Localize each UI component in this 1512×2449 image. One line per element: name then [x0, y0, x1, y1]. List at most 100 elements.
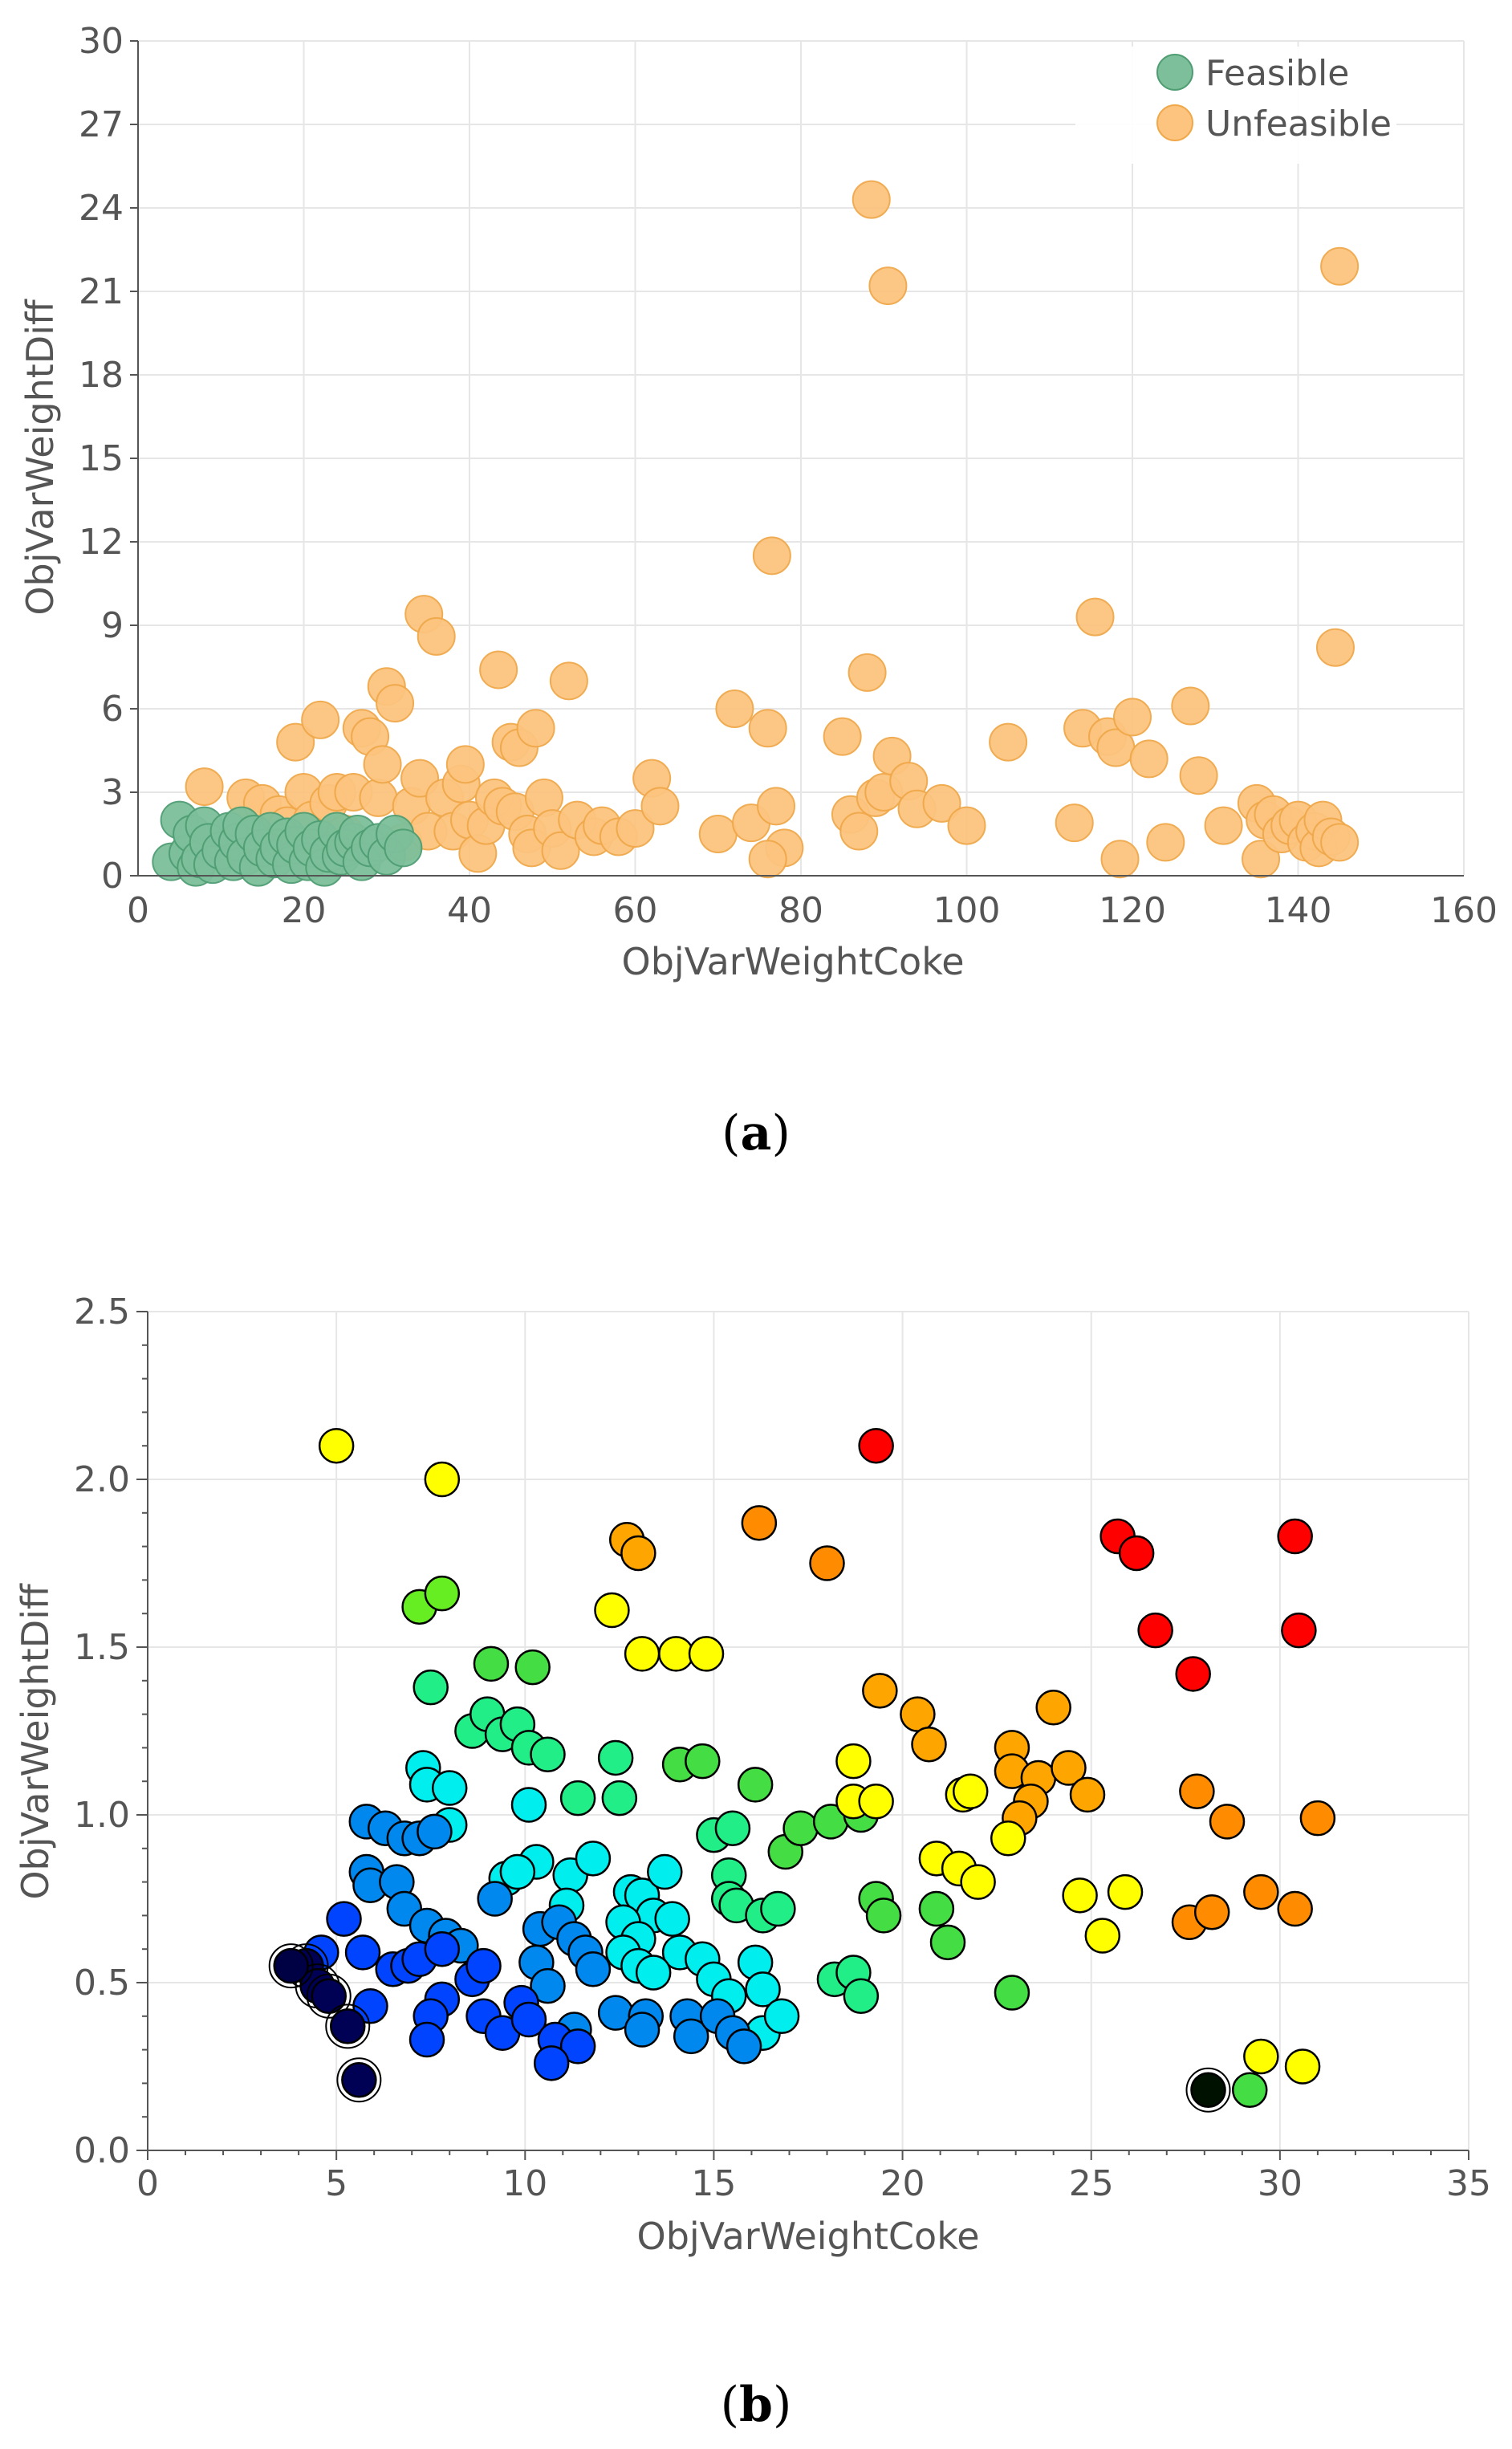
- data-point: [726, 2028, 762, 2065]
- data-point: [514, 1649, 551, 1686]
- caption-b: (b): [721, 2377, 792, 2433]
- chart-a-tick-labels: 0 20 40 60 80 100 120 140 160 0 3 6 9 12 15 18 21 24 27 30: [79, 21, 1498, 931]
- data-point: [575, 1951, 612, 1987]
- y-tick-label: 9: [101, 605, 124, 646]
- unfeasible-point: [1242, 840, 1281, 879]
- y-tick-label: 0: [101, 856, 124, 897]
- caption-a: (a): [721, 1105, 791, 1161]
- data-point: [990, 1820, 1026, 1857]
- data-point: [929, 1924, 966, 1961]
- x-tick-label: 160: [1430, 890, 1498, 931]
- data-point: [417, 1813, 453, 1850]
- data-point: [1243, 1873, 1279, 1910]
- y-tick-label: 2.0: [74, 1459, 130, 1500]
- unfeasible-point: [847, 653, 887, 692]
- x-tick-label: 100: [933, 890, 1001, 931]
- y-tick-label: 24: [79, 188, 124, 229]
- data-point: [900, 1696, 936, 1732]
- y-tick-label: 0.0: [74, 2130, 130, 2171]
- unfeasible-point: [185, 767, 224, 807]
- x-tick-label: 120: [1099, 890, 1166, 931]
- data-point: [862, 1673, 898, 1709]
- chart-a-legend: Feasible Unfeasible: [1075, 47, 1396, 164]
- unfeasible-point: [698, 815, 738, 853]
- unfeasible-point: [868, 266, 908, 306]
- data-point: [318, 1427, 355, 1464]
- data-point: [1137, 1612, 1173, 1649]
- x-tick-label: 40: [447, 890, 492, 931]
- unfeasible-point: [989, 722, 1028, 762]
- data-point: [1175, 1656, 1211, 1692]
- unfeasible-point: [1055, 803, 1094, 843]
- data-point: [1062, 1877, 1098, 1914]
- data-point: [465, 1947, 502, 1984]
- data-point: [654, 1901, 690, 1937]
- unfeasible-point: [839, 812, 879, 851]
- unfeasible-point: [748, 840, 787, 879]
- unfeasible-point: [1129, 739, 1169, 779]
- unfeasible-point: [748, 709, 787, 748]
- chart-a-points: [152, 180, 1360, 887]
- data-point: [594, 1592, 630, 1629]
- unfeasible-point: [757, 787, 796, 826]
- data-point: [473, 1646, 510, 1682]
- x-tick-label: 5: [325, 2163, 348, 2204]
- unfeasible-point: [752, 536, 791, 576]
- data-point: [477, 1881, 513, 1917]
- y-tick-label: 2.5: [74, 1292, 130, 1332]
- data-point: [647, 1853, 683, 1890]
- highlight-ring: [306, 1973, 352, 2019]
- x-tick-label: 35: [1446, 2163, 1491, 2204]
- x-tick-label: 20: [282, 890, 327, 931]
- data-point: [559, 1780, 596, 1816]
- x-tick-label: 0: [127, 890, 149, 931]
- y-tick-label: 3: [101, 772, 124, 813]
- data-point: [1231, 2072, 1268, 2109]
- unfeasible-point: [715, 690, 754, 728]
- data-point: [911, 1726, 947, 1763]
- data-point: [635, 1955, 672, 1991]
- data-point: [994, 1975, 1030, 2011]
- data-point: [673, 2018, 709, 2055]
- data-point: [424, 1930, 461, 1967]
- data-point: [1284, 2048, 1321, 2085]
- data-point: [714, 1810, 751, 1846]
- unfeasible-point: [1100, 840, 1140, 879]
- unfeasible-point: [301, 700, 340, 739]
- data-point: [763, 1998, 800, 2035]
- y-tick-label: 12: [79, 522, 124, 563]
- unfeasible-point: [1146, 823, 1185, 862]
- data-point: [1107, 1873, 1144, 1910]
- data-point: [1051, 1750, 1087, 1786]
- data-point: [1179, 1773, 1215, 1809]
- data-point: [1190, 2072, 1226, 2109]
- legend-feasible-marker: [1156, 54, 1193, 91]
- data-point: [530, 1967, 566, 2004]
- data-point: [1243, 2038, 1279, 2075]
- data-point: [413, 1669, 449, 1706]
- x-tick-label: 0: [136, 2163, 159, 2204]
- x-tick-label: 140: [1265, 890, 1332, 931]
- unfeasible-point: [1204, 806, 1243, 845]
- legend-unfeasible-marker: [1156, 104, 1193, 141]
- legend-feasible-label: Feasible: [1205, 53, 1349, 94]
- unfeasible-point: [417, 616, 456, 656]
- data-point: [624, 2012, 660, 2048]
- data-point: [510, 2001, 547, 2038]
- data-point: [658, 1636, 694, 1672]
- highlight-ring: [268, 1943, 314, 1989]
- y-tick-label: 1.5: [74, 1627, 130, 1668]
- data-point: [918, 1890, 955, 1927]
- y-tick-label: 21: [79, 271, 124, 312]
- data-point: [1069, 1776, 1106, 1813]
- data-point: [424, 1461, 461, 1498]
- chart-b: 0 5 10 15 20 25 30 35 0.0 0.5 1.0 1.5 2.0 2.5 ObjVarW…: [14, 1292, 1491, 2258]
- chart-b-points: [268, 1427, 1336, 2113]
- chart-b-axes: [136, 1311, 1469, 2160]
- unfeasible-point: [359, 778, 398, 817]
- unfeasible-point: [1075, 597, 1115, 637]
- data-point: [575, 1841, 612, 1877]
- data-point: [760, 1890, 796, 1927]
- chart-b-x-axis-label: ObjVarWeightCoke: [636, 2215, 979, 2258]
